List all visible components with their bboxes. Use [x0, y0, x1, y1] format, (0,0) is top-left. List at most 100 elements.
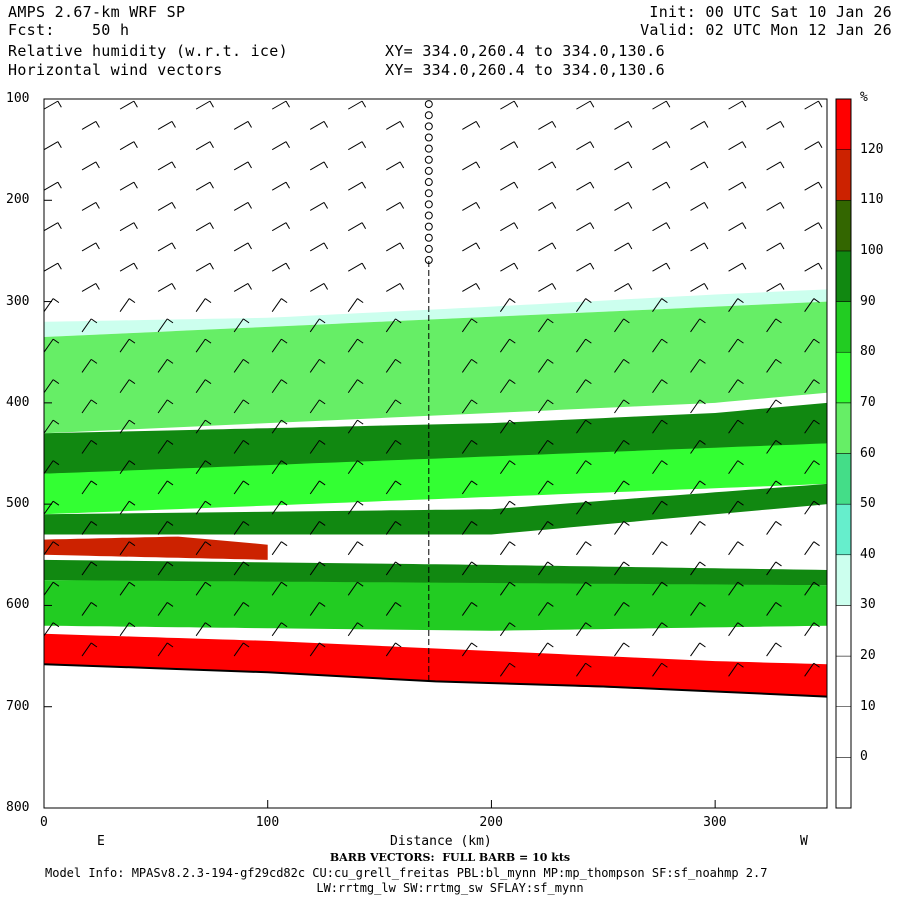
wind-barb — [195, 100, 214, 110]
wind-barb — [690, 242, 709, 252]
wind-barb — [271, 298, 288, 312]
wind-barb — [233, 602, 250, 616]
wind-barb — [461, 521, 478, 535]
wind-barb — [386, 201, 405, 211]
surface-line — [43, 663, 828, 698]
wind-barb — [233, 120, 252, 130]
x-tick-label: 0 — [40, 815, 48, 830]
wind-barb — [195, 541, 212, 556]
wind-barb — [766, 399, 782, 414]
y-tick-label: 600 — [6, 597, 30, 613]
wind-barb — [537, 602, 554, 616]
wind-barb — [43, 222, 62, 232]
wind-barb — [119, 419, 136, 434]
wind-barb — [728, 541, 744, 556]
wind-barb — [233, 283, 252, 292]
wind-barb — [461, 480, 478, 495]
wind-barb — [271, 181, 290, 191]
colorbar-swatch — [835, 706, 852, 758]
wind-barb — [576, 662, 592, 677]
y-tick-label: 700 — [6, 698, 30, 714]
wind-barb — [347, 622, 364, 637]
wind-barb — [652, 181, 671, 191]
y-tick-label: 300 — [6, 293, 30, 309]
wind-barb — [576, 100, 595, 110]
wind-barb — [233, 561, 250, 576]
wind-barb — [614, 120, 633, 130]
wind-barb — [538, 161, 557, 171]
wind-barb — [461, 561, 478, 576]
calm-wind-circle — [424, 233, 433, 242]
wind-barb — [728, 262, 747, 272]
wind-barb — [119, 379, 136, 394]
wind-barb — [766, 439, 782, 454]
wind-barb — [576, 500, 592, 515]
colorbar-label: 120 — [860, 141, 884, 157]
wind-barb — [652, 262, 671, 272]
wind-barb — [81, 642, 98, 657]
wind-barb — [385, 399, 402, 414]
wind-barb — [500, 222, 519, 232]
colorbar-label: 10 — [860, 698, 876, 714]
colorbar-swatch — [835, 655, 852, 707]
wind-barb — [43, 581, 60, 596]
wind-barb — [728, 581, 744, 596]
wind-barb — [195, 622, 212, 637]
wind-barb — [347, 419, 364, 434]
x-axis-label: Distance (km) — [390, 834, 492, 849]
wind-barb — [499, 338, 516, 353]
wind-barb — [690, 120, 709, 130]
wind-barb — [271, 622, 288, 637]
wind-barb — [81, 358, 98, 373]
calm-wind-circle — [424, 155, 433, 164]
wind-barb — [804, 262, 823, 272]
wind-barb — [500, 181, 519, 191]
wind-barb — [652, 338, 668, 353]
wind-barb — [462, 120, 481, 130]
wind-barb — [81, 161, 100, 171]
wind-barb — [81, 318, 98, 333]
wind-barb — [233, 521, 250, 535]
wind-barb — [614, 161, 633, 171]
wind-barb — [81, 480, 98, 495]
wind-barb — [271, 581, 288, 596]
calm-wind-circle — [424, 122, 433, 131]
wind-barb — [461, 439, 478, 454]
y-tick-label: 400 — [6, 394, 30, 410]
wind-barb — [309, 642, 326, 657]
wind-barb — [386, 161, 405, 171]
wind-barb — [347, 500, 364, 515]
xy-coords-2: XY= 334.0,260.4 to 334.0,130.6 — [385, 61, 665, 79]
wind-barb — [728, 222, 747, 232]
wind-barb — [195, 338, 212, 353]
wind-barb — [81, 242, 100, 252]
field-title-wind: Horizontal wind vectors — [8, 61, 223, 79]
wind-barb — [576, 419, 592, 434]
wind-barb — [614, 561, 630, 576]
model-info-physics: LW:rrtmg_lw SW:rrtmg_sw SFLAY:sf_mynn — [316, 881, 584, 895]
colorbar-swatch — [835, 605, 852, 657]
wind-barb — [462, 283, 481, 292]
wind-barb — [652, 460, 668, 475]
rh-layer-8 — [44, 633, 827, 697]
rh-layer-3 — [44, 443, 827, 515]
wind-barb — [652, 379, 668, 394]
wind-barb — [385, 561, 402, 576]
wind-barb — [499, 298, 516, 312]
wind-barb — [157, 521, 174, 535]
wind-barb — [385, 358, 402, 373]
wind-barb — [614, 480, 630, 495]
wind-barb — [576, 141, 595, 151]
cross-section-chart — [43, 98, 852, 809]
wind-barb — [499, 581, 516, 596]
x-tick-label: 300 — [703, 815, 727, 830]
wind-barb — [652, 622, 668, 637]
wind-barb — [271, 379, 288, 394]
wind-barb — [195, 460, 212, 475]
colorbar-label: 70 — [860, 394, 876, 410]
wind-barb — [804, 460, 820, 475]
wind-barb — [385, 642, 402, 657]
field-title-rh: Relative humidity (w.r.t. ice) — [8, 42, 288, 60]
wind-barb — [157, 201, 176, 211]
wind-barb — [233, 399, 250, 414]
